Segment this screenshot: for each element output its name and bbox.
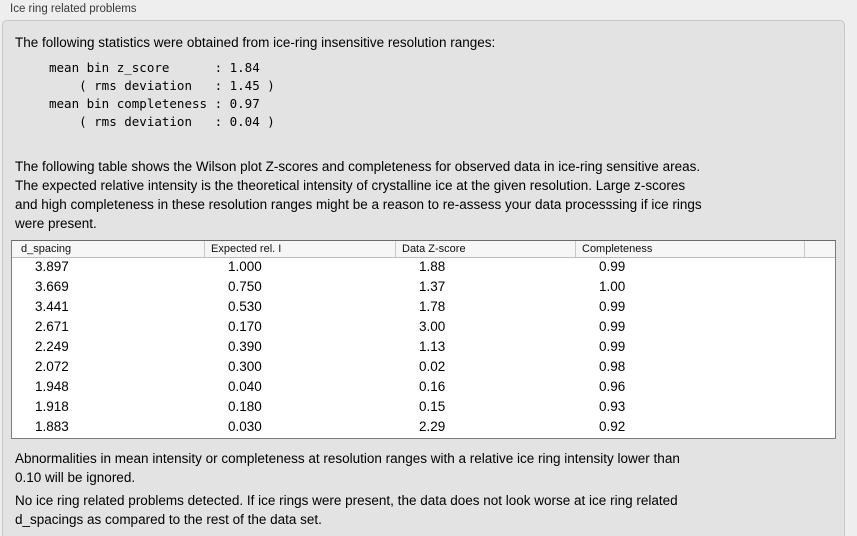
table-cell: 1.00 [599,279,626,294]
ignore-note-text: Abnormalities in mean intensity or compl… [15,451,680,485]
table-cell: 0.99 [599,319,626,334]
table-cell-filler [805,258,835,278]
result-note-text: No ice ring related problems detected. I… [15,493,678,527]
table-cell: 0.180 [228,399,262,414]
table-cell: 0.300 [228,359,262,374]
table-cell: 1.13 [419,339,446,354]
table-body: 3.897 1.000 1.88 0.99 3.669 0.750 1.37 1.00 3.44… [12,258,835,438]
table-cell-filler [805,298,835,318]
table-cell: 1.88 [419,259,446,274]
table-cell: 3.441 [35,299,69,314]
table-cell: 2.249 [35,339,69,354]
table-cell: 0.92 [599,419,626,434]
table-cell: 0.99 [599,299,626,314]
column-header-completeness[interactable]: Completeness [576,241,805,257]
table-cell-filler [805,418,835,438]
table-row[interactable]: 3.441 0.530 1.78 0.99 [12,298,835,318]
table-cell: 0.170 [228,319,262,334]
table-cell: 0.030 [228,419,262,434]
table-cell: 1.883 [35,419,69,434]
table-cell: 0.16 [419,379,446,394]
table-cell: 0.99 [599,339,626,354]
stats-intro-text: The following statistics were obtained f… [15,35,496,50]
table-cell: 3.897 [35,259,69,274]
table-cell: 0.040 [228,379,262,394]
table-cell: 0.15 [419,399,446,414]
table-row[interactable]: 1.948 0.040 0.16 0.96 [12,378,835,398]
table-cell: 0.02 [419,359,446,374]
table-cell-filler [805,398,835,418]
table-cell: 1.918 [35,399,69,414]
table-cell: 2.29 [419,419,446,434]
column-header-d-spacing[interactable]: d_spacing [12,241,205,257]
table-cell: 3.00 [419,319,446,334]
column-header-data-z-score[interactable]: Data Z-score [396,241,576,257]
column-header-filler [805,241,835,257]
table-cell: 0.750 [228,279,262,294]
table-cell: 0.99 [599,259,626,274]
ice-ring-panel: The following statistics were obtained f… [2,20,845,536]
table-cell: 0.96 [599,379,626,394]
groupbox-title: Ice ring related problems [10,3,137,15]
table-cell: 0.390 [228,339,262,354]
column-header-expected-rel-i[interactable]: Expected rel. I [205,241,396,257]
table-cell: 3.669 [35,279,69,294]
table-cell: 1.78 [419,299,446,314]
table-row[interactable]: 3.669 0.750 1.37 1.00 [12,278,835,298]
stats-mono-block: mean bin z_score : 1.84 ( rms deviation … [49,60,275,129]
table-row[interactable]: 1.883 0.030 2.29 0.92 [12,418,835,438]
table-row[interactable]: 1.918 0.180 0.15 0.93 [12,398,835,418]
table-cell-filler [805,318,835,338]
table-cell-filler [805,358,835,378]
table-cell: 1.948 [35,379,69,394]
ice-ring-table[interactable]: d_spacing Expected rel. I Data Z-score C… [11,240,836,439]
table-row[interactable]: 2.671 0.170 3.00 0.99 [12,318,835,338]
table-cell: 2.072 [35,359,69,374]
table-description-text: The following table shows the Wilson plo… [15,159,702,231]
table-cell-filler [805,278,835,298]
table-cell: 0.98 [599,359,626,374]
table-cell: 1.37 [419,279,446,294]
table-row[interactable]: 2.072 0.300 0.02 0.98 [12,358,835,378]
table-row[interactable]: 3.897 1.000 1.88 0.99 [12,258,835,278]
table-header-row: d_spacing Expected rel. I Data Z-score C… [12,241,835,258]
table-cell-filler [805,378,835,398]
table-cell: 0.93 [599,399,626,414]
table-cell: 0.530 [228,299,262,314]
table-cell-filler [805,338,835,358]
table-cell: 2.671 [35,319,69,334]
table-row[interactable]: 2.249 0.390 1.13 0.99 [12,338,835,358]
table-cell: 1.000 [228,259,262,274]
